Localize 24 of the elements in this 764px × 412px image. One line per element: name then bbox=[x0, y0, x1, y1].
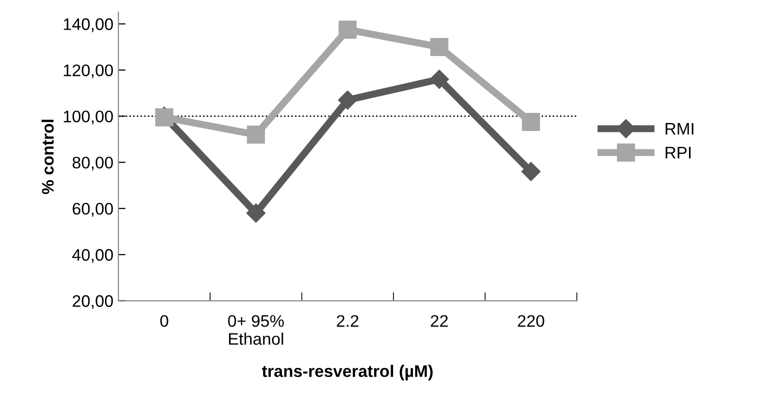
x-tick-label: 0+ 95% Ethanol bbox=[228, 315, 284, 345]
x-tick-label: 22 bbox=[430, 315, 448, 327]
x-axis-title: trans-resveratrol (µM) bbox=[262, 364, 433, 380]
y-tick-label: 80,00 bbox=[72, 156, 113, 170]
point bbox=[430, 70, 449, 89]
point bbox=[521, 162, 541, 182]
y-tick-label: 20,00 bbox=[72, 295, 113, 309]
x-tick-label: 220 bbox=[518, 315, 544, 327]
legend-label: RMI bbox=[666, 123, 694, 135]
point bbox=[338, 90, 358, 110]
point bbox=[522, 112, 540, 131]
y-tick-label: 140,00 bbox=[64, 18, 113, 32]
y-tick-label: 40,00 bbox=[72, 249, 113, 263]
y-axis-title: % control bbox=[41, 120, 54, 194]
point bbox=[246, 126, 265, 144]
x-tick-label: 2.2 bbox=[336, 315, 358, 327]
legend-label: RPI bbox=[666, 146, 691, 158]
y-tick-label: 100,00 bbox=[64, 110, 113, 124]
point bbox=[246, 204, 266, 223]
y-tick-label: 60,00 bbox=[72, 202, 113, 217]
y-tick-label: 120,00 bbox=[64, 64, 113, 78]
point bbox=[338, 20, 357, 39]
x-tick-label: 0 bbox=[160, 315, 168, 327]
point bbox=[430, 38, 448, 56]
